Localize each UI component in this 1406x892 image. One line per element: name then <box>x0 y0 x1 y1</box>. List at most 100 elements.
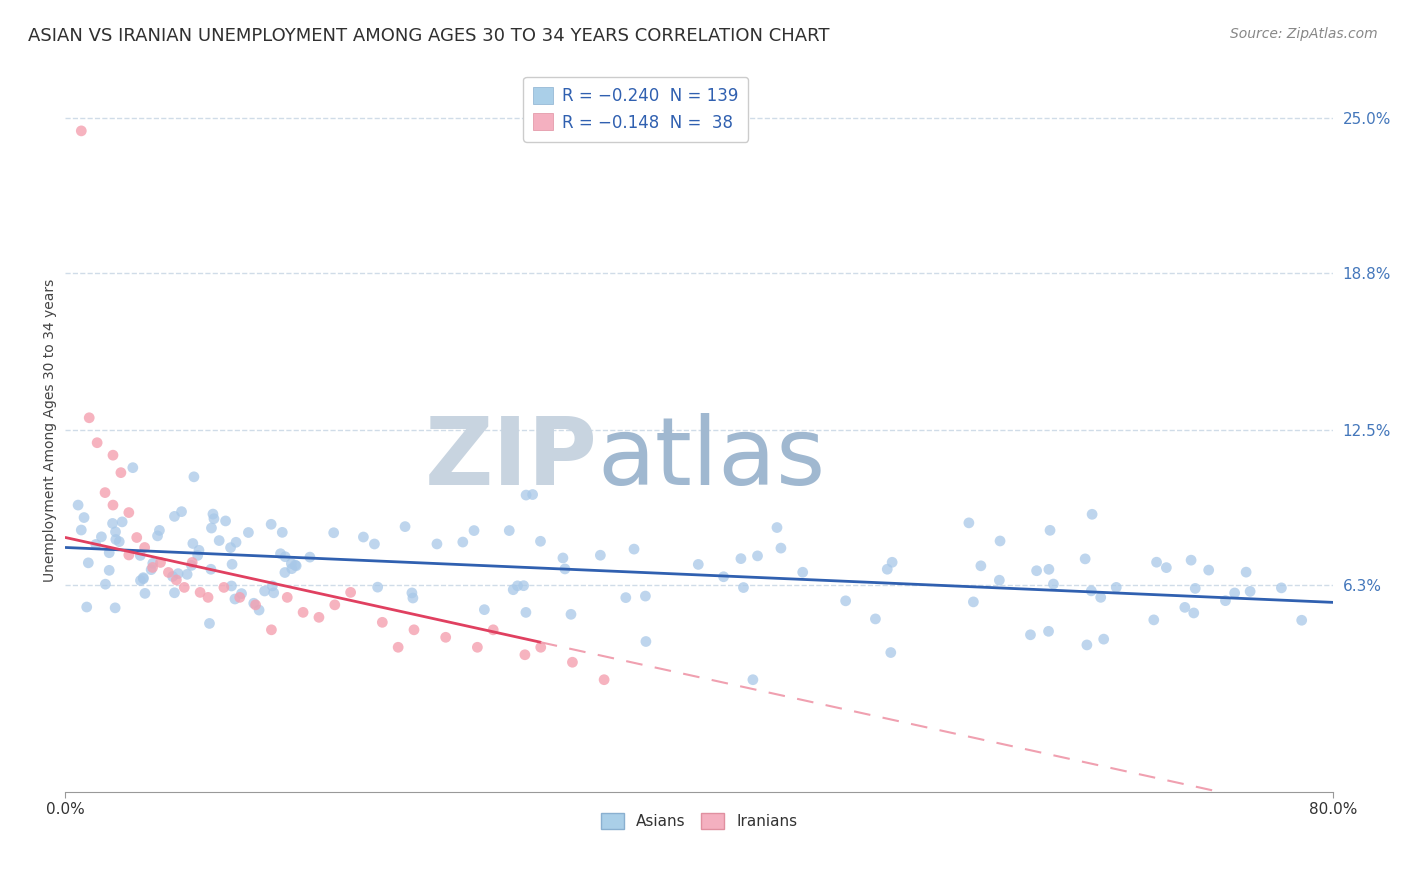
Asians <box>1223 586 1246 600</box>
Asians <box>284 558 307 573</box>
Asians <box>104 533 127 547</box>
Text: atlas: atlas <box>598 413 827 505</box>
Asians <box>1234 565 1257 579</box>
Asians <box>221 579 243 593</box>
Iranians <box>387 640 409 655</box>
Legend: Asians, Iranians: Asians, Iranians <box>595 806 803 835</box>
Iranians <box>292 605 315 619</box>
Asians <box>865 612 887 626</box>
Iranians <box>181 556 204 570</box>
Iranians <box>371 615 394 630</box>
Asians <box>167 566 190 581</box>
Asians <box>506 579 529 593</box>
Asians <box>253 584 276 599</box>
Text: Source: ZipAtlas.com: Source: ZipAtlas.com <box>1230 27 1378 41</box>
Y-axis label: Unemployment Among Ages 30 to 34 years: Unemployment Among Ages 30 to 34 years <box>44 278 58 582</box>
Asians <box>554 562 576 576</box>
Asians <box>181 536 204 550</box>
Asians <box>1291 613 1313 627</box>
Asians <box>1025 564 1047 578</box>
Asians <box>733 581 755 595</box>
Asians <box>1270 581 1292 595</box>
Asians <box>142 557 165 571</box>
Asians <box>962 595 984 609</box>
Iranians <box>402 623 425 637</box>
Asians <box>1090 591 1112 605</box>
Asians <box>1042 577 1064 591</box>
Asians <box>70 523 93 537</box>
Asians <box>367 580 389 594</box>
Iranians <box>245 598 267 612</box>
Asians <box>1215 593 1237 607</box>
Asians <box>98 563 121 577</box>
Asians <box>219 541 242 555</box>
Asians <box>1074 552 1097 566</box>
Asians <box>474 602 496 616</box>
Iranians <box>561 655 583 669</box>
Asians <box>104 600 127 615</box>
Iranians <box>165 573 187 587</box>
Asians <box>882 555 904 569</box>
Iranians <box>134 541 156 555</box>
Asians <box>98 546 121 560</box>
Asians <box>225 535 247 549</box>
Asians <box>129 549 152 563</box>
Asians <box>1146 555 1168 569</box>
Asians <box>84 537 107 551</box>
Asians <box>163 509 186 524</box>
Asians <box>463 524 485 538</box>
Asians <box>1156 560 1178 574</box>
Asians <box>401 586 423 600</box>
Asians <box>262 579 284 593</box>
Iranians <box>142 560 165 574</box>
Asians <box>730 551 752 566</box>
Iranians <box>467 640 489 655</box>
Asians <box>77 556 100 570</box>
Iranians <box>110 466 132 480</box>
Asians <box>200 562 222 576</box>
Asians <box>132 572 155 586</box>
Asians <box>148 524 170 538</box>
Iranians <box>149 556 172 570</box>
Asians <box>285 558 308 573</box>
Asians <box>988 533 1011 548</box>
Asians <box>747 549 769 563</box>
Iranians <box>173 581 195 595</box>
Asians <box>231 586 253 600</box>
Iranians <box>94 485 117 500</box>
Asians <box>322 525 344 540</box>
Iranians <box>212 581 235 595</box>
Iranians <box>308 610 330 624</box>
Asians <box>589 548 612 562</box>
Iranians <box>229 591 252 605</box>
Asians <box>73 510 96 524</box>
Asians <box>200 521 222 535</box>
Asians <box>614 591 637 605</box>
Asians <box>274 566 297 580</box>
Asians <box>1039 524 1062 538</box>
Asians <box>1182 606 1205 620</box>
Asians <box>238 525 260 540</box>
Asians <box>394 519 416 533</box>
Asians <box>1180 553 1202 567</box>
Asians <box>498 524 520 538</box>
Asians <box>741 673 763 687</box>
Asians <box>132 571 155 585</box>
Asians <box>688 558 710 572</box>
Asians <box>129 574 152 588</box>
Asians <box>634 589 657 603</box>
Iranians <box>101 448 124 462</box>
Iranians <box>77 410 100 425</box>
Asians <box>988 573 1011 587</box>
Asians <box>121 460 143 475</box>
Iranians <box>101 498 124 512</box>
Asians <box>352 530 374 544</box>
Asians <box>1092 632 1115 647</box>
Iranians <box>125 531 148 545</box>
Asians <box>1019 628 1042 642</box>
Asians <box>792 566 814 580</box>
Asians <box>1105 580 1128 594</box>
Asians <box>970 558 993 573</box>
Iranians <box>70 124 93 138</box>
Asians <box>176 567 198 582</box>
